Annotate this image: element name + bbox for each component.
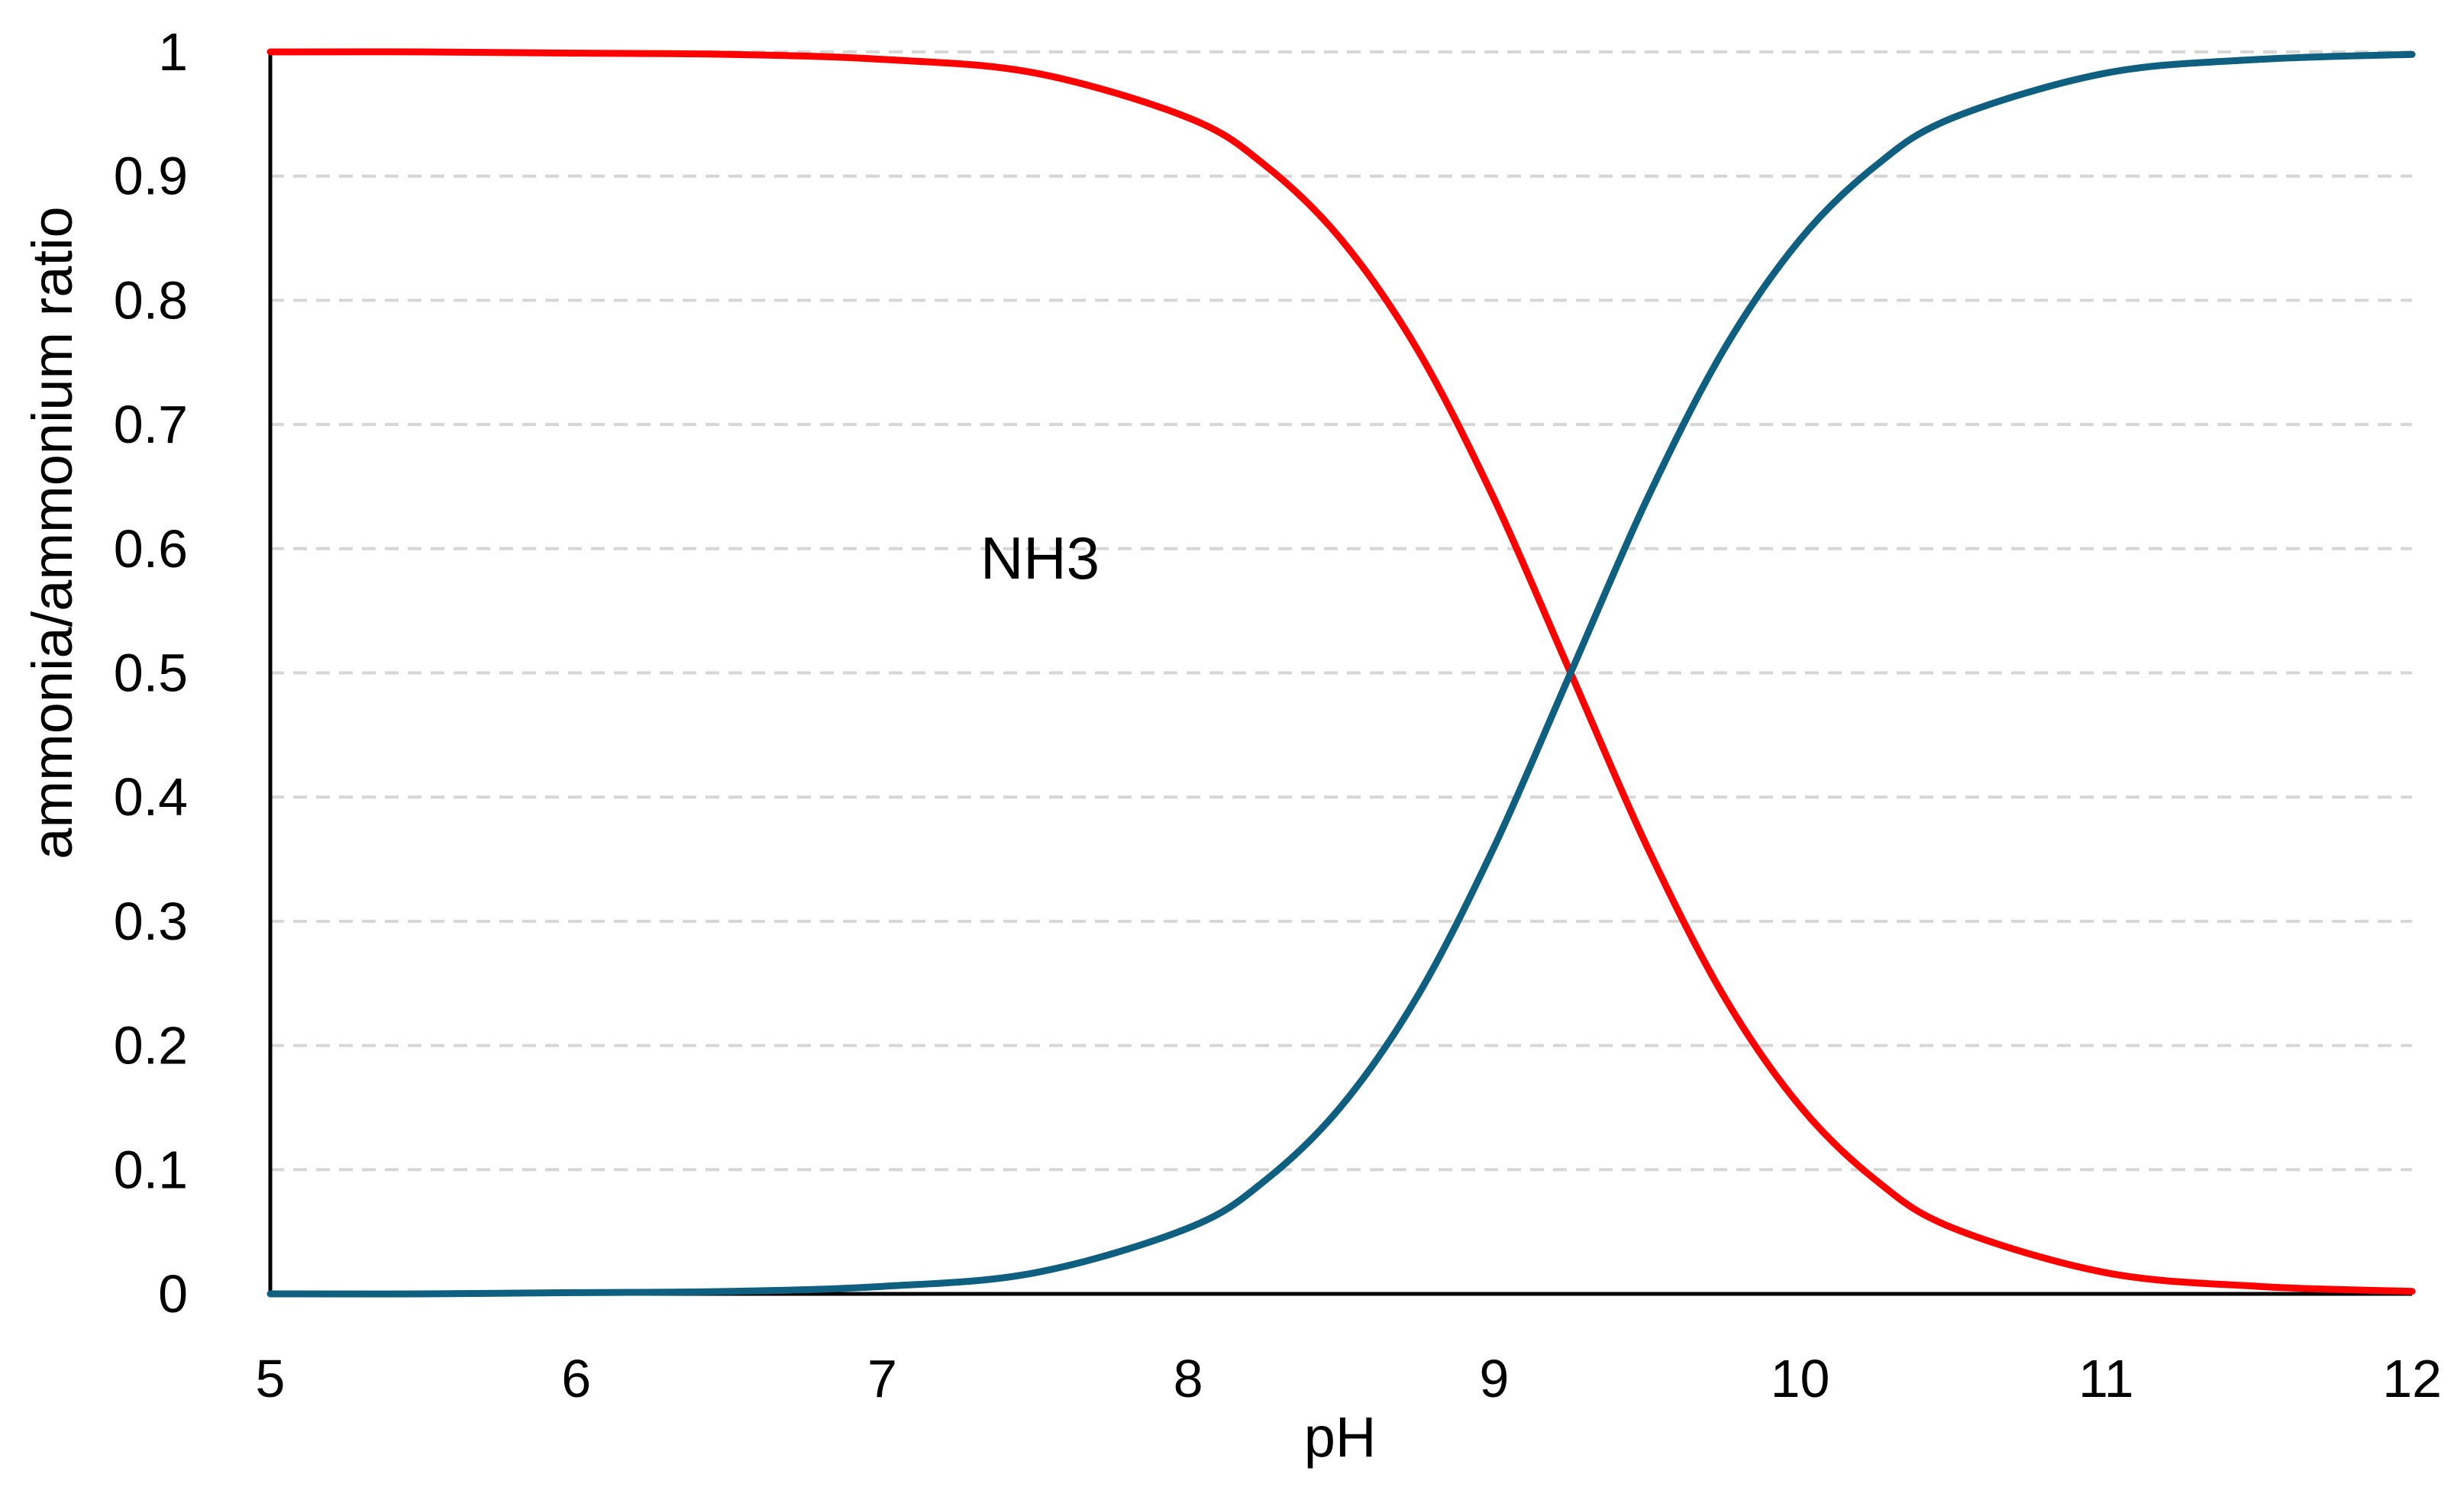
x-tick-label: 7 — [867, 1349, 897, 1408]
x-tick-label: 5 — [256, 1349, 286, 1408]
y-tick-label: 0 — [158, 1264, 188, 1324]
y-tick-label: 0.2 — [114, 1016, 188, 1076]
nh3-annotation: NH3 — [980, 524, 1100, 592]
y-tick-label: 1 — [158, 22, 188, 82]
y-axis-title: ammonia/ammonium ratio — [21, 206, 84, 859]
y-tick-label: 0.5 — [114, 644, 188, 703]
y-tick-label: 0.4 — [114, 767, 188, 827]
y-tick-label: 0.3 — [114, 892, 188, 951]
y-tick-label: 0.1 — [114, 1140, 188, 1199]
x-tick-label: 11 — [2078, 1349, 2134, 1408]
chart-gridlines — [270, 50, 2412, 1172]
x-tick-label: 8 — [1174, 1349, 1203, 1408]
y-tick-label: 0.8 — [114, 270, 188, 330]
chart-series — [266, 48, 2416, 1298]
x-tick-label: 6 — [561, 1349, 591, 1408]
x-tick-label: 10 — [1771, 1349, 1830, 1408]
x-tick-label: 12 — [2382, 1349, 2442, 1408]
x-axis-title: pH — [1304, 1405, 1377, 1469]
series-line-red — [266, 48, 2416, 1295]
x-tick-label: 9 — [1479, 1349, 1509, 1408]
chart-tick-labels: 0 0.1 0.2 0.3 0.4 0.5 0.6 0.7 0.8 0.9 1 5 6 7 8 9 10 11 12 — [114, 22, 2442, 1408]
series-line-blue — [266, 50, 2416, 1298]
y-tick-label: 0.7 — [114, 395, 188, 454]
y-tick-label: 0.9 — [114, 147, 188, 206]
y-tick-label: 0.6 — [114, 519, 188, 579]
